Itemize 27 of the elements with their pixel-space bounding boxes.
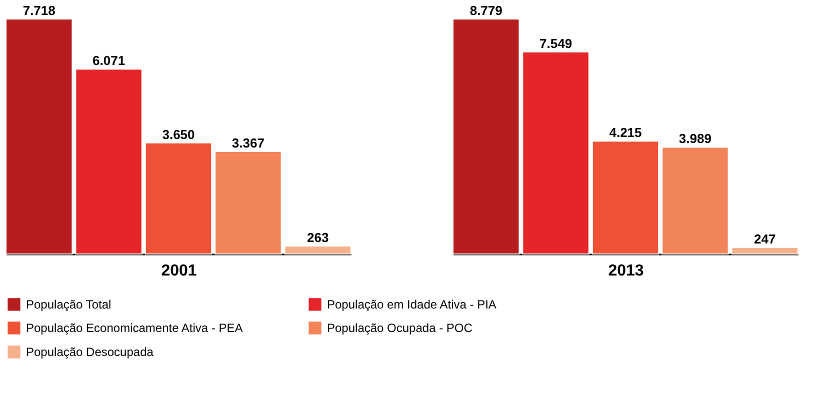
bar: [75, 68, 142, 254]
data-label: 8.779: [470, 3, 502, 18]
x-axis-title: 2013: [608, 262, 644, 280]
data-label: 3.650: [162, 126, 195, 142]
legend-label: População em Idade Ativa - PIA: [327, 297, 496, 312]
data-label: 7.549: [540, 36, 572, 51]
bar: [284, 245, 352, 254]
legend-label: População Total: [26, 297, 112, 312]
bar: [6, 18, 73, 254]
bar: [522, 51, 590, 254]
legend-label: População Economicamente Ativa - PEA: [26, 321, 243, 335]
data-label: 6.071: [92, 53, 126, 68]
data-label: 3.989: [678, 131, 712, 146]
bar: [214, 150, 282, 254]
bar: [662, 146, 729, 254]
x-axis-title: 2001: [161, 262, 197, 280]
bar: [731, 246, 798, 254]
data-label: 263: [307, 230, 329, 245]
data-label: 3.367: [232, 135, 264, 150]
bar: [144, 142, 212, 254]
legend-label: População Ocupada - POC: [327, 321, 473, 335]
bar: [592, 140, 660, 254]
data-label: 247: [754, 231, 776, 246]
legend-label: População Desocupada: [26, 345, 154, 359]
data-label: 7.718: [22, 3, 56, 18]
data-label: 4.215: [609, 125, 642, 140]
bar: [452, 18, 520, 254]
